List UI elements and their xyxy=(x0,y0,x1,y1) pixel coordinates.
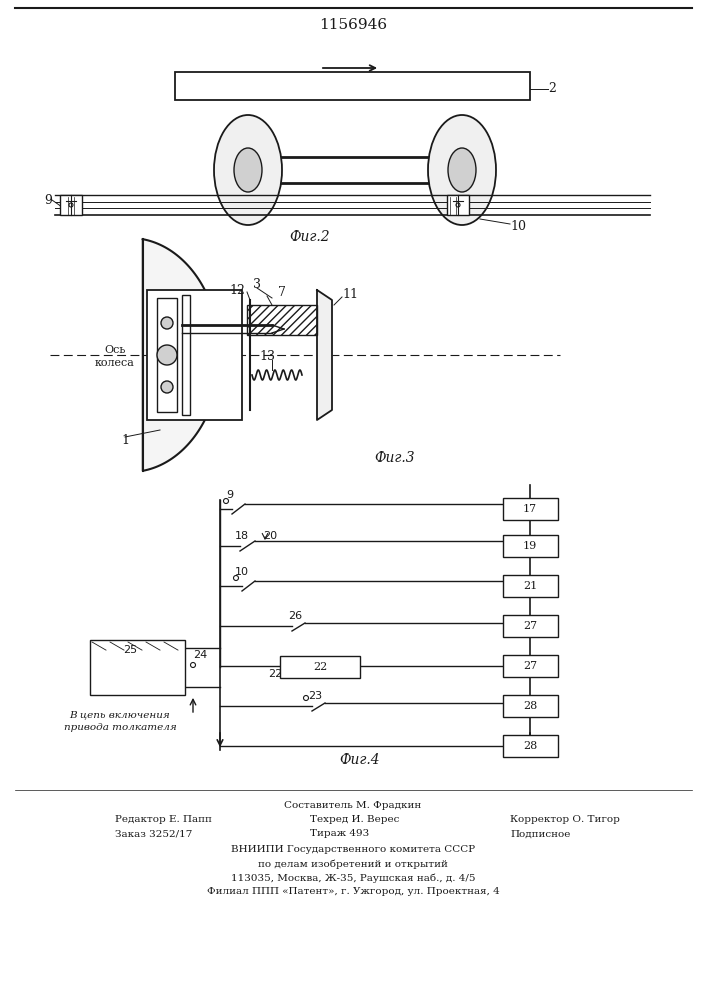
Text: 9: 9 xyxy=(44,194,52,207)
Text: ВНИИПИ Государственного комитета СССР: ВНИИПИ Государственного комитета СССР xyxy=(231,846,475,854)
Ellipse shape xyxy=(448,148,476,192)
Text: Корректор О. Тигор: Корректор О. Тигор xyxy=(510,816,620,824)
Circle shape xyxy=(161,381,173,393)
Text: 24: 24 xyxy=(193,650,207,660)
Text: 20: 20 xyxy=(263,531,277,541)
Text: Фиг.4: Фиг.4 xyxy=(339,753,380,767)
Text: Ось: Ось xyxy=(105,345,126,355)
Bar xyxy=(157,298,177,412)
Ellipse shape xyxy=(428,115,496,225)
Text: Филиал ППП «Патент», г. Ужгород, ул. Проектная, 4: Филиал ППП «Патент», г. Ужгород, ул. Про… xyxy=(206,888,499,896)
Bar xyxy=(503,535,558,557)
Text: 27: 27 xyxy=(523,661,537,671)
Bar xyxy=(503,695,558,717)
Text: 17: 17 xyxy=(523,504,537,514)
Text: 25: 25 xyxy=(123,645,137,655)
Text: 21: 21 xyxy=(523,581,537,591)
Text: 22: 22 xyxy=(268,669,282,679)
Text: 10: 10 xyxy=(510,220,526,232)
Text: 1: 1 xyxy=(121,434,129,446)
Text: 2: 2 xyxy=(548,82,556,95)
Text: 19: 19 xyxy=(523,541,537,551)
Bar xyxy=(182,295,190,415)
Bar xyxy=(503,615,558,637)
Text: 13: 13 xyxy=(259,351,275,363)
Text: Подписное: Подписное xyxy=(510,830,571,838)
Ellipse shape xyxy=(214,115,282,225)
Text: Техред И. Верес: Техред И. Верес xyxy=(310,816,399,824)
Text: 12: 12 xyxy=(229,284,245,296)
Text: привода толкателя: привода толкателя xyxy=(64,724,176,732)
Bar xyxy=(503,735,558,757)
Text: 28: 28 xyxy=(523,701,537,711)
Text: 23: 23 xyxy=(308,691,322,701)
Bar xyxy=(247,305,317,335)
Bar xyxy=(503,575,558,597)
Text: 113035, Москва, Ж-35, Раушская наб., д. 4/5: 113035, Москва, Ж-35, Раушская наб., д. … xyxy=(230,873,475,883)
Bar xyxy=(280,656,360,678)
Text: 1156946: 1156946 xyxy=(319,18,387,32)
Text: 3: 3 xyxy=(253,278,261,292)
Bar xyxy=(503,655,558,677)
Text: Фиг.3: Фиг.3 xyxy=(375,451,415,465)
Circle shape xyxy=(161,317,173,329)
Text: 27: 27 xyxy=(523,621,537,631)
Text: колеса: колеса xyxy=(95,358,135,368)
Text: 18: 18 xyxy=(235,531,249,541)
Bar xyxy=(175,72,530,100)
Bar xyxy=(60,195,82,215)
Text: 11: 11 xyxy=(342,288,358,302)
Bar xyxy=(90,640,185,695)
Ellipse shape xyxy=(234,148,262,192)
Text: по делам изобретений и открытий: по делам изобретений и открытий xyxy=(258,859,448,869)
Circle shape xyxy=(157,345,177,365)
Text: 22: 22 xyxy=(313,662,327,672)
Text: 7: 7 xyxy=(278,286,286,300)
Polygon shape xyxy=(317,290,332,420)
Text: Фиг.2: Фиг.2 xyxy=(290,230,330,244)
Bar xyxy=(503,498,558,520)
Text: 9: 9 xyxy=(226,490,233,500)
Text: 28: 28 xyxy=(523,741,537,751)
Text: Заказ 3252/17: Заказ 3252/17 xyxy=(115,830,192,838)
Text: 10: 10 xyxy=(235,567,249,577)
Polygon shape xyxy=(143,239,220,471)
Text: Составитель М. Фрадкин: Составитель М. Фрадкин xyxy=(284,800,421,810)
Bar xyxy=(447,195,469,215)
Text: В цепь включения: В цепь включения xyxy=(69,710,170,720)
Text: Тираж 493: Тираж 493 xyxy=(310,830,369,838)
Text: 26: 26 xyxy=(288,611,302,621)
Bar xyxy=(147,290,242,420)
Text: Редактор Е. Папп: Редактор Е. Папп xyxy=(115,816,212,824)
